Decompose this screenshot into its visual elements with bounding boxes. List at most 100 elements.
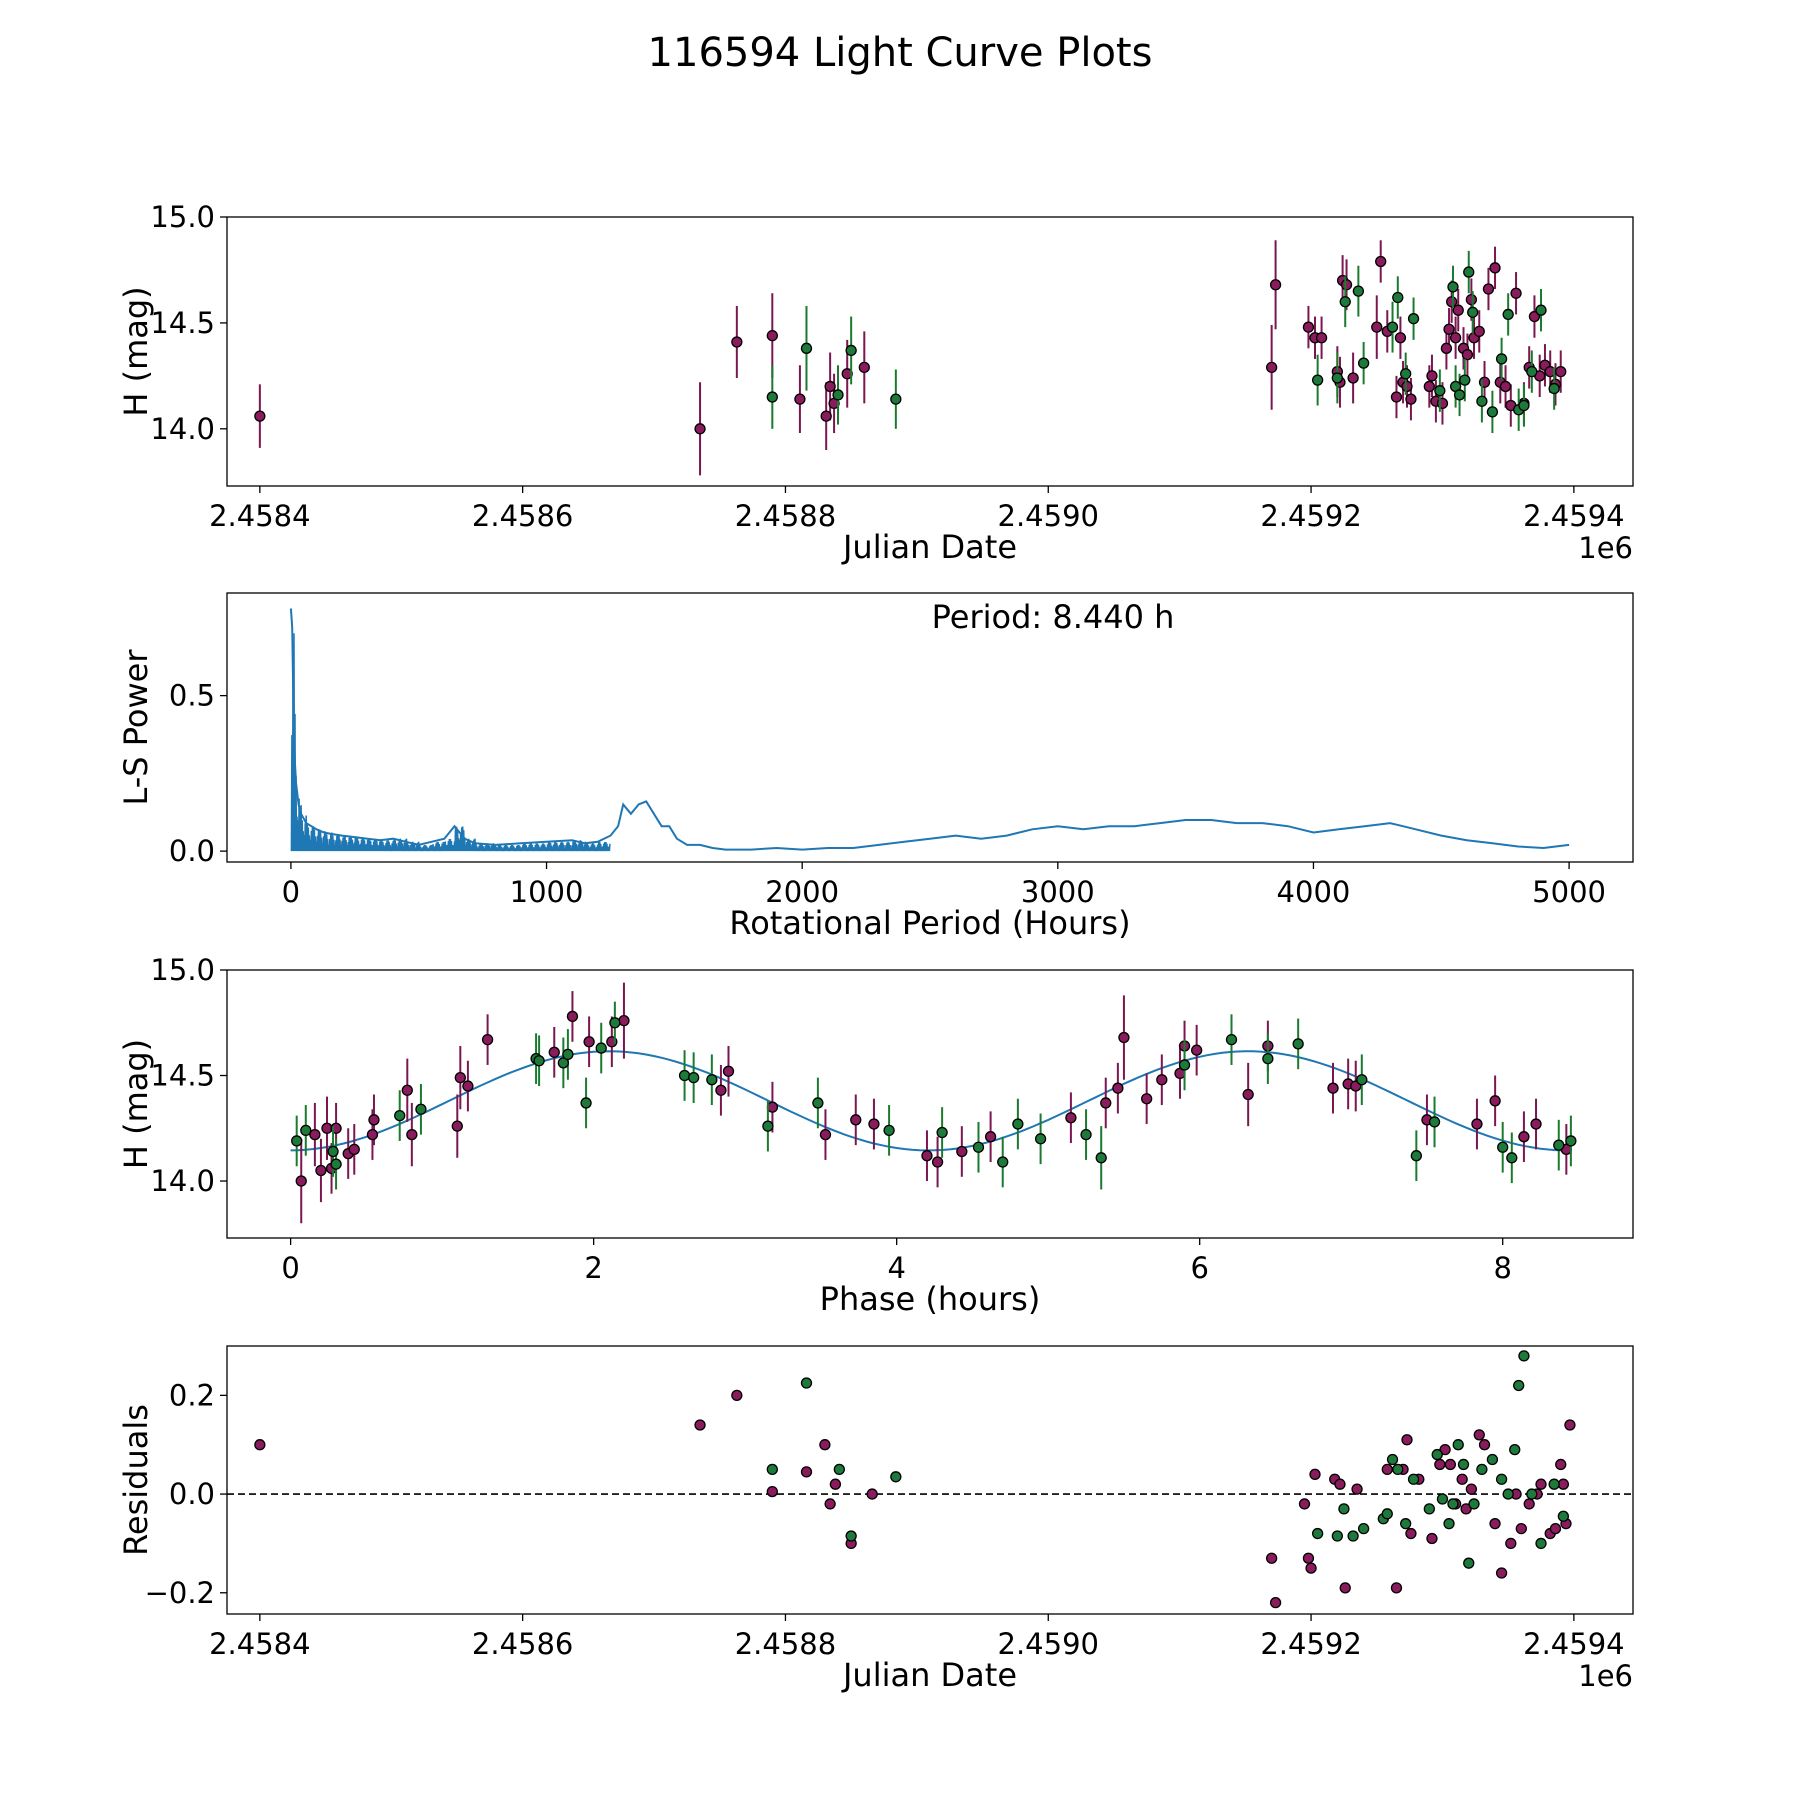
lightcurve-point-magenta — [1510, 287, 1522, 299]
phased-point-green — [1034, 1133, 1047, 1145]
phased-point-magenta — [850, 1114, 862, 1126]
phased-point-magenta — [819, 1128, 832, 1141]
periodogram-xtick-label: 4000 — [1277, 875, 1351, 909]
periodogram-xtick-label: 0 — [282, 875, 300, 909]
phased-point-green — [706, 1074, 718, 1086]
lightcurve-point-magenta — [1555, 365, 1567, 378]
residuals-point-magenta — [1434, 1458, 1446, 1471]
lightcurve-point-magenta — [1394, 332, 1407, 344]
residuals-point-magenta — [800, 1466, 813, 1478]
lightcurve-point-magenta — [254, 410, 266, 422]
lightcurve-xtick-label: 2.4590 — [998, 499, 1099, 533]
residuals-xtick-label: 2.4584 — [209, 1627, 310, 1661]
periodogram-spikes — [290, 633, 611, 852]
phased-point-green — [1565, 1135, 1577, 1147]
residuals-x-offset-label: 1e6 — [1578, 1659, 1633, 1693]
residuals-point-magenta — [1444, 1458, 1457, 1471]
phased-y-axis-label: H (mag) — [117, 1039, 155, 1169]
periodogram-power-line — [289, 608, 1570, 851]
phased-point-magenta — [451, 1120, 463, 1132]
phased-point-magenta — [1242, 1088, 1254, 1101]
lightcurve-point-green — [1311, 374, 1324, 386]
phased-xtick-label: 4 — [887, 1251, 905, 1285]
lightcurve-point-green — [766, 391, 778, 403]
residuals-point-green — [1518, 1350, 1530, 1362]
phased-point-magenta — [368, 1114, 380, 1126]
phased-point-green — [415, 1103, 427, 1115]
residuals-y-axis-label: Residuals — [117, 1404, 155, 1556]
periodogram-xtick-label: 3000 — [1021, 875, 1095, 909]
lightcurve-point-green — [800, 342, 813, 354]
residuals-point-green — [1452, 1439, 1464, 1451]
residuals-series-green — [766, 1350, 1570, 1569]
lightcurve-point-magenta — [1265, 361, 1278, 374]
figure-title: 116594 Light Curve Plots — [648, 30, 1153, 76]
phased-point-green — [812, 1097, 824, 1109]
lightcurve-xtick-label: 2.4586 — [472, 499, 573, 533]
residuals-point-magenta — [254, 1439, 266, 1451]
period-annotation: Period: 8.440 h — [932, 598, 1175, 636]
phased-point-magenta — [1112, 1082, 1124, 1094]
lightcurve-xtick-label: 2.4584 — [209, 499, 310, 533]
residuals-xtick-label: 2.4590 — [998, 1627, 1099, 1661]
lightcurve-point-magenta — [820, 410, 832, 422]
phased-point-magenta — [348, 1143, 360, 1156]
phased-point-green — [580, 1097, 592, 1109]
phased-ytick-label: 15.0 — [150, 953, 215, 987]
phased-point-magenta — [1065, 1112, 1077, 1124]
residuals-point-magenta — [1555, 1458, 1567, 1471]
residuals-point-magenta — [1465, 1483, 1478, 1495]
periodogram-xtick-label: 2000 — [765, 875, 839, 909]
residuals-point-green — [1331, 1530, 1343, 1542]
phased-point-magenta — [921, 1150, 933, 1162]
lightcurve-point-green — [1486, 406, 1499, 418]
lightcurve-point-magenta — [1375, 255, 1387, 268]
phased-point-green — [972, 1141, 985, 1153]
phased-point-magenta — [1518, 1131, 1530, 1143]
phased-point-green — [327, 1145, 339, 1158]
lightcurve-xtick-label: 2.4594 — [1523, 499, 1624, 533]
phased-point-magenta — [715, 1084, 727, 1096]
residuals-point-magenta — [766, 1485, 778, 1498]
phased-point-magenta — [722, 1065, 735, 1077]
residuals-point-green — [845, 1530, 857, 1542]
phased-xtick-label: 8 — [1493, 1251, 1511, 1285]
lightcurve-point-magenta — [1423, 380, 1435, 393]
lightcurve-point-green — [1447, 281, 1459, 293]
residuals-point-magenta — [1495, 1567, 1508, 1579]
lightcurve-point-magenta — [1371, 321, 1383, 333]
phased-point-magenta — [868, 1118, 880, 1130]
phased-point-magenta — [1100, 1097, 1112, 1109]
phased-point-green — [394, 1109, 406, 1122]
residuals-point-magenta — [1390, 1582, 1403, 1594]
phased-point-magenta — [309, 1128, 321, 1141]
phased-point-green — [1497, 1141, 1509, 1153]
phased-point-magenta — [548, 1046, 560, 1058]
phased-point-green — [533, 1055, 545, 1067]
residuals-point-magenta — [731, 1389, 743, 1402]
phased-plot-frame — [226, 969, 1634, 1239]
phased-point-magenta — [366, 1128, 379, 1141]
residuals-panel: 2.4584 2.4586 2.4588 2.4590 2.4592 2.4594 −0.2… — [117, 1345, 1634, 1694]
phased-point-magenta — [1156, 1074, 1168, 1086]
phased-ytick-label: 14.0 — [150, 1164, 215, 1198]
residuals-point-green — [833, 1463, 845, 1476]
residuals-point-green — [1338, 1503, 1350, 1515]
lightcurve-ytick-label: 15.0 — [150, 200, 215, 234]
lightcurve-point-green — [1518, 399, 1530, 412]
residuals-point-magenta — [1269, 1596, 1282, 1609]
lightcurve-point-green — [1463, 266, 1475, 278]
residuals-point-magenta — [1334, 1478, 1346, 1490]
residuals-point-green — [890, 1471, 902, 1483]
phased-point-green — [1428, 1116, 1441, 1128]
phased-x-axis-label: Phase (hours) — [820, 1280, 1041, 1318]
residuals-point-green — [1386, 1453, 1399, 1466]
phased-point-magenta — [401, 1084, 413, 1096]
phased-point-green — [1095, 1152, 1107, 1164]
phased-point-green — [1410, 1150, 1422, 1162]
residuals-point-magenta — [1265, 1552, 1278, 1564]
lightcurve-point-green — [1526, 365, 1538, 378]
lightcurve-point-magenta — [794, 393, 806, 405]
lightcurve-point-green — [1495, 353, 1508, 365]
lightcurve-plot-frame — [226, 216, 1634, 487]
